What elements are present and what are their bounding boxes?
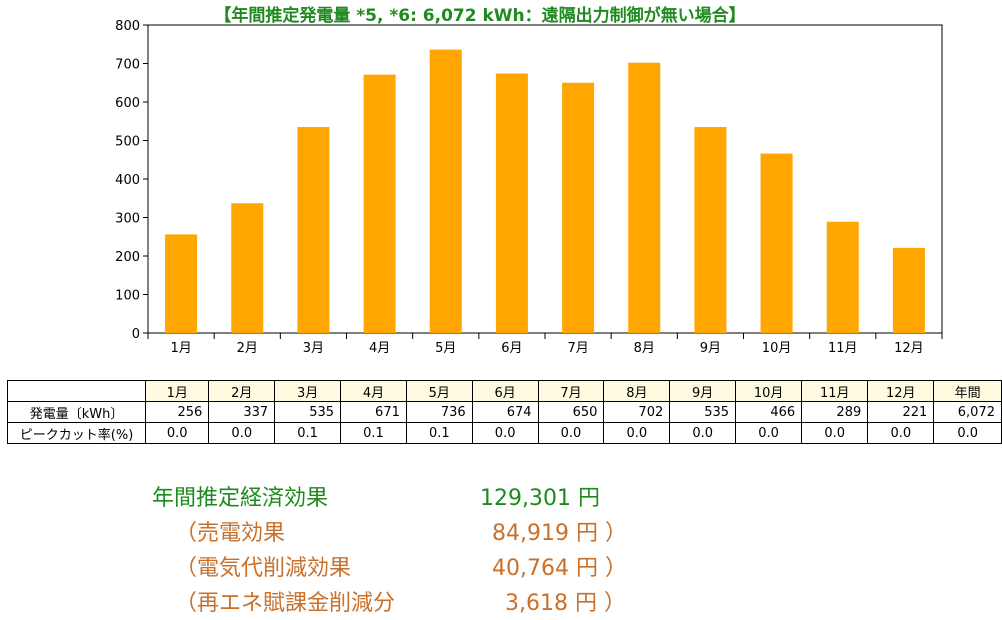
- table-header-cell: 9月: [669, 380, 737, 402]
- bar-10: [760, 153, 793, 333]
- table-cell: 0.1: [274, 422, 342, 444]
- table-header-cell: 3月: [274, 380, 342, 402]
- y-tick-label: 0: [132, 327, 140, 342]
- table-header-cell: 10月: [735, 380, 803, 402]
- table-cell: 671: [340, 401, 407, 423]
- table-header-cell: 12月: [867, 380, 935, 402]
- bar-11: [826, 221, 859, 333]
- table-cell: 0.0: [867, 422, 935, 444]
- table-cell: 337: [208, 401, 276, 423]
- table-cell: 650: [537, 401, 605, 423]
- bar-5: [429, 49, 462, 333]
- bar-8: [628, 62, 661, 333]
- annual-economic-effect-value: 129,301 円: [480, 486, 600, 511]
- bar-2: [231, 203, 264, 333]
- table-header-cell: 11月: [801, 380, 869, 402]
- table-cell: 0.1: [405, 422, 473, 444]
- bar-6: [495, 73, 528, 333]
- y-tick-label: 800: [115, 19, 140, 34]
- table-header-cell: 7月: [537, 380, 605, 402]
- x-tick-label: 9月: [700, 341, 721, 356]
- bar-7: [562, 82, 595, 333]
- x-tick-label: 12月: [894, 341, 924, 356]
- bar-chart: 0 100 200 300 400 500 600 700 800 1月 2月 3月 4月 5月 6月 7月 8…: [115, 19, 943, 356]
- sales-effect-label: （売電効果: [175, 521, 286, 546]
- table-header-cell: 5月: [405, 380, 473, 402]
- table-row-label: 発電量〔kWh〕: [6, 401, 147, 423]
- x-tick-label: 4月: [369, 341, 390, 356]
- table-cell: 0.1: [340, 422, 407, 444]
- table-cell: 6,072: [933, 401, 1002, 423]
- table-cell: 0.0: [603, 422, 671, 444]
- table-cell: 0.0: [735, 422, 803, 444]
- table-row: 発電量〔kWh〕 256 337 535 671 736 674 650 702 535 466 28…: [6, 401, 1002, 423]
- table-cell: 535: [274, 401, 342, 423]
- x-tick-label: 1月: [170, 341, 191, 356]
- table-corner-cell: [6, 380, 147, 402]
- levy-reduction-label: （再エネ賦課金削減分: [175, 591, 396, 616]
- bar-9: [694, 127, 727, 334]
- table-header-cell: 8月: [603, 380, 671, 402]
- plot-area: [147, 24, 943, 334]
- table-cell: 0.0: [669, 422, 737, 444]
- x-tick-label: 2月: [237, 341, 258, 356]
- bar-12: [892, 247, 925, 333]
- y-tick-label: 200: [115, 250, 140, 265]
- table-header-cell: 1月: [145, 380, 210, 402]
- table-cell: 736: [405, 401, 473, 423]
- x-tick-label: 5月: [435, 341, 456, 356]
- table-header-cell: 年間: [933, 380, 1002, 402]
- bill-reduction-label: （電気代削減効果: [175, 556, 352, 581]
- table-cell: 289: [801, 401, 869, 423]
- y-tick-label: 600: [115, 96, 140, 111]
- y-tick-label: 500: [115, 135, 140, 150]
- table-cell: 702: [603, 401, 671, 423]
- y-tick-label: 300: [115, 212, 140, 227]
- table-cell: 0.0: [933, 422, 1002, 444]
- x-tick-label: 10月: [762, 341, 792, 356]
- table-cell: 256: [145, 401, 210, 423]
- table-cell: 674: [471, 401, 539, 423]
- sales-effect-value: 84,919 円 ）: [492, 521, 627, 546]
- annual-economic-effect-label: 年間推定経済効果: [152, 486, 329, 511]
- x-tick-label: 7月: [567, 341, 588, 356]
- chart-title: 【年間推定発電量 *5, *6: 6,072 kWh：遠隔出力制御が無い場合】: [214, 6, 746, 26]
- table-header-row: 1月 2月 3月 4月 5月 6月 7月 8月 9月 10月 11月 12月 年間: [6, 380, 1002, 402]
- table-row: ピークカット率(%) 0.0 0.0 0.1 0.1 0.1 0.0 0.0 0.0 0.0 0.0…: [6, 422, 1002, 444]
- bar-3: [297, 127, 330, 334]
- bar-4: [363, 74, 396, 333]
- table-cell: 221: [867, 401, 935, 423]
- table-cell: 466: [735, 401, 803, 423]
- table-cell: 0.0: [145, 422, 210, 444]
- table-cell: 0.0: [208, 422, 276, 444]
- table-cell: 0.0: [801, 422, 869, 444]
- x-tick-label: 11月: [828, 341, 858, 356]
- x-tick-label: 3月: [303, 341, 324, 356]
- table-header-cell: 4月: [340, 380, 407, 402]
- table-header-cell: 2月: [208, 380, 276, 402]
- generation-table: 1月 2月 3月 4月 5月 6月 7月 8月 9月 10月 11月 12月 年間 発電量〔kWh〕 256…: [6, 380, 1002, 444]
- table-cell: 535: [669, 401, 737, 423]
- table-header-cell: 6月: [471, 380, 539, 402]
- y-tick-label: 400: [115, 173, 140, 188]
- bill-reduction-value: 40,764 円 ）: [492, 556, 627, 581]
- x-tick-label: 6月: [501, 341, 522, 356]
- table-cell: 0.0: [537, 422, 605, 444]
- table-cell: 0.0: [471, 422, 539, 444]
- y-tick-label: 700: [115, 58, 140, 73]
- x-tick-label: 8月: [634, 341, 655, 356]
- bar-1: [165, 234, 198, 333]
- y-tick-label: 100: [115, 289, 140, 304]
- levy-reduction-value: 3,618 円 ）: [505, 591, 626, 616]
- table-row-label: ピークカット率(%): [6, 422, 147, 444]
